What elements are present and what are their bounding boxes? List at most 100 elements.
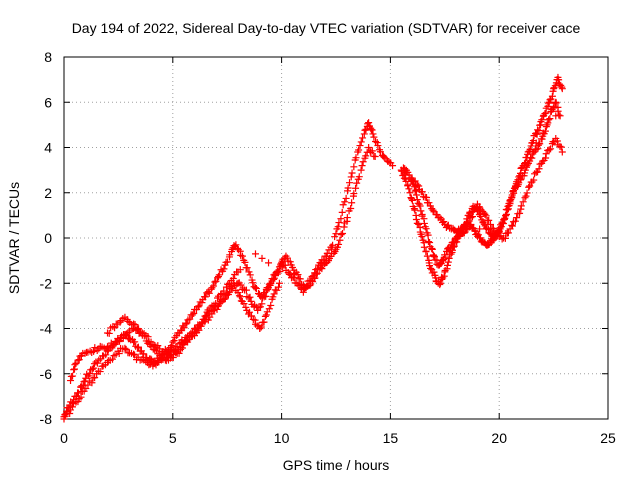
data-point xyxy=(332,230,340,238)
data-point xyxy=(441,253,449,261)
data-point xyxy=(236,293,244,301)
data-point xyxy=(66,409,74,417)
data-point xyxy=(261,312,269,320)
data-point xyxy=(242,303,250,311)
data-point xyxy=(311,274,319,282)
data-point xyxy=(214,272,222,280)
data-markers xyxy=(60,73,566,423)
data-point xyxy=(355,146,363,154)
data-point xyxy=(334,223,342,231)
data-point xyxy=(149,362,157,370)
data-point xyxy=(452,234,460,242)
data-point xyxy=(93,359,101,367)
data-point xyxy=(131,351,139,359)
data-point xyxy=(406,189,414,197)
data-point xyxy=(538,116,546,124)
data-point xyxy=(415,220,423,228)
data-point xyxy=(418,188,426,196)
data-point xyxy=(331,233,339,241)
data-point xyxy=(178,344,186,352)
data-point xyxy=(546,96,554,104)
data-point xyxy=(312,270,320,278)
data-point xyxy=(373,139,381,147)
data-point xyxy=(275,283,283,291)
data-point xyxy=(532,139,540,147)
data-point xyxy=(516,209,524,217)
data-point xyxy=(353,179,361,187)
data-point xyxy=(365,119,373,127)
data-point xyxy=(436,279,444,287)
data-point xyxy=(231,282,239,290)
data-point xyxy=(211,278,219,286)
data-point xyxy=(413,196,421,204)
data-point xyxy=(343,214,351,222)
data-point xyxy=(339,229,347,237)
data-point xyxy=(201,293,209,301)
data-point xyxy=(376,148,384,156)
data-point xyxy=(212,300,220,308)
data-point xyxy=(357,138,365,146)
data-point xyxy=(443,261,451,269)
data-point xyxy=(523,189,531,197)
data-point xyxy=(144,333,152,341)
y-tick-label: -2 xyxy=(40,275,53,291)
data-point xyxy=(450,239,458,247)
data-point xyxy=(544,119,552,127)
data-point xyxy=(352,184,360,192)
data-point xyxy=(402,177,410,185)
data-point xyxy=(109,342,117,350)
data-point xyxy=(429,206,437,214)
data-point xyxy=(115,350,123,358)
data-point xyxy=(313,269,321,277)
data-point xyxy=(212,277,220,285)
data-point xyxy=(88,379,96,387)
data-point xyxy=(425,199,433,207)
data-point xyxy=(552,112,560,120)
data-point xyxy=(350,163,358,171)
data-point xyxy=(342,194,350,202)
data-point xyxy=(251,250,259,258)
data-point xyxy=(75,356,83,364)
data-point xyxy=(418,232,426,240)
x-tick-label: 20 xyxy=(491,430,507,446)
data-point xyxy=(350,190,358,198)
data-point xyxy=(131,321,139,329)
x-axis-label: GPS time / hours xyxy=(283,457,390,473)
data-point xyxy=(453,233,461,241)
data-point xyxy=(190,309,198,317)
data-point xyxy=(198,299,206,307)
data-point xyxy=(188,311,196,319)
data-point xyxy=(175,349,183,357)
data-point xyxy=(346,179,354,187)
data-point xyxy=(542,123,550,131)
data-point xyxy=(374,142,382,150)
data-point xyxy=(229,275,237,283)
data-point xyxy=(339,201,347,209)
data-point xyxy=(428,245,436,253)
data-point xyxy=(413,219,421,227)
data-point xyxy=(508,221,516,229)
data-point xyxy=(245,294,253,302)
data-point xyxy=(161,345,169,353)
data-point xyxy=(186,315,194,323)
data-point xyxy=(96,368,104,376)
data-point xyxy=(167,342,175,350)
data-point xyxy=(372,138,380,146)
data-point xyxy=(240,300,248,308)
data-point xyxy=(347,173,355,181)
data-point xyxy=(370,133,378,141)
data-point xyxy=(413,191,421,199)
data-point xyxy=(545,116,553,124)
x-tick-label: 15 xyxy=(383,430,399,446)
data-point xyxy=(447,250,455,258)
data-point xyxy=(251,284,259,292)
data-point xyxy=(262,287,270,295)
data-point xyxy=(199,315,207,323)
data-point xyxy=(236,266,244,274)
data-point xyxy=(517,175,525,183)
data-point xyxy=(541,127,549,135)
data-point xyxy=(81,349,89,357)
data-point xyxy=(361,126,369,134)
data-point xyxy=(502,212,510,220)
